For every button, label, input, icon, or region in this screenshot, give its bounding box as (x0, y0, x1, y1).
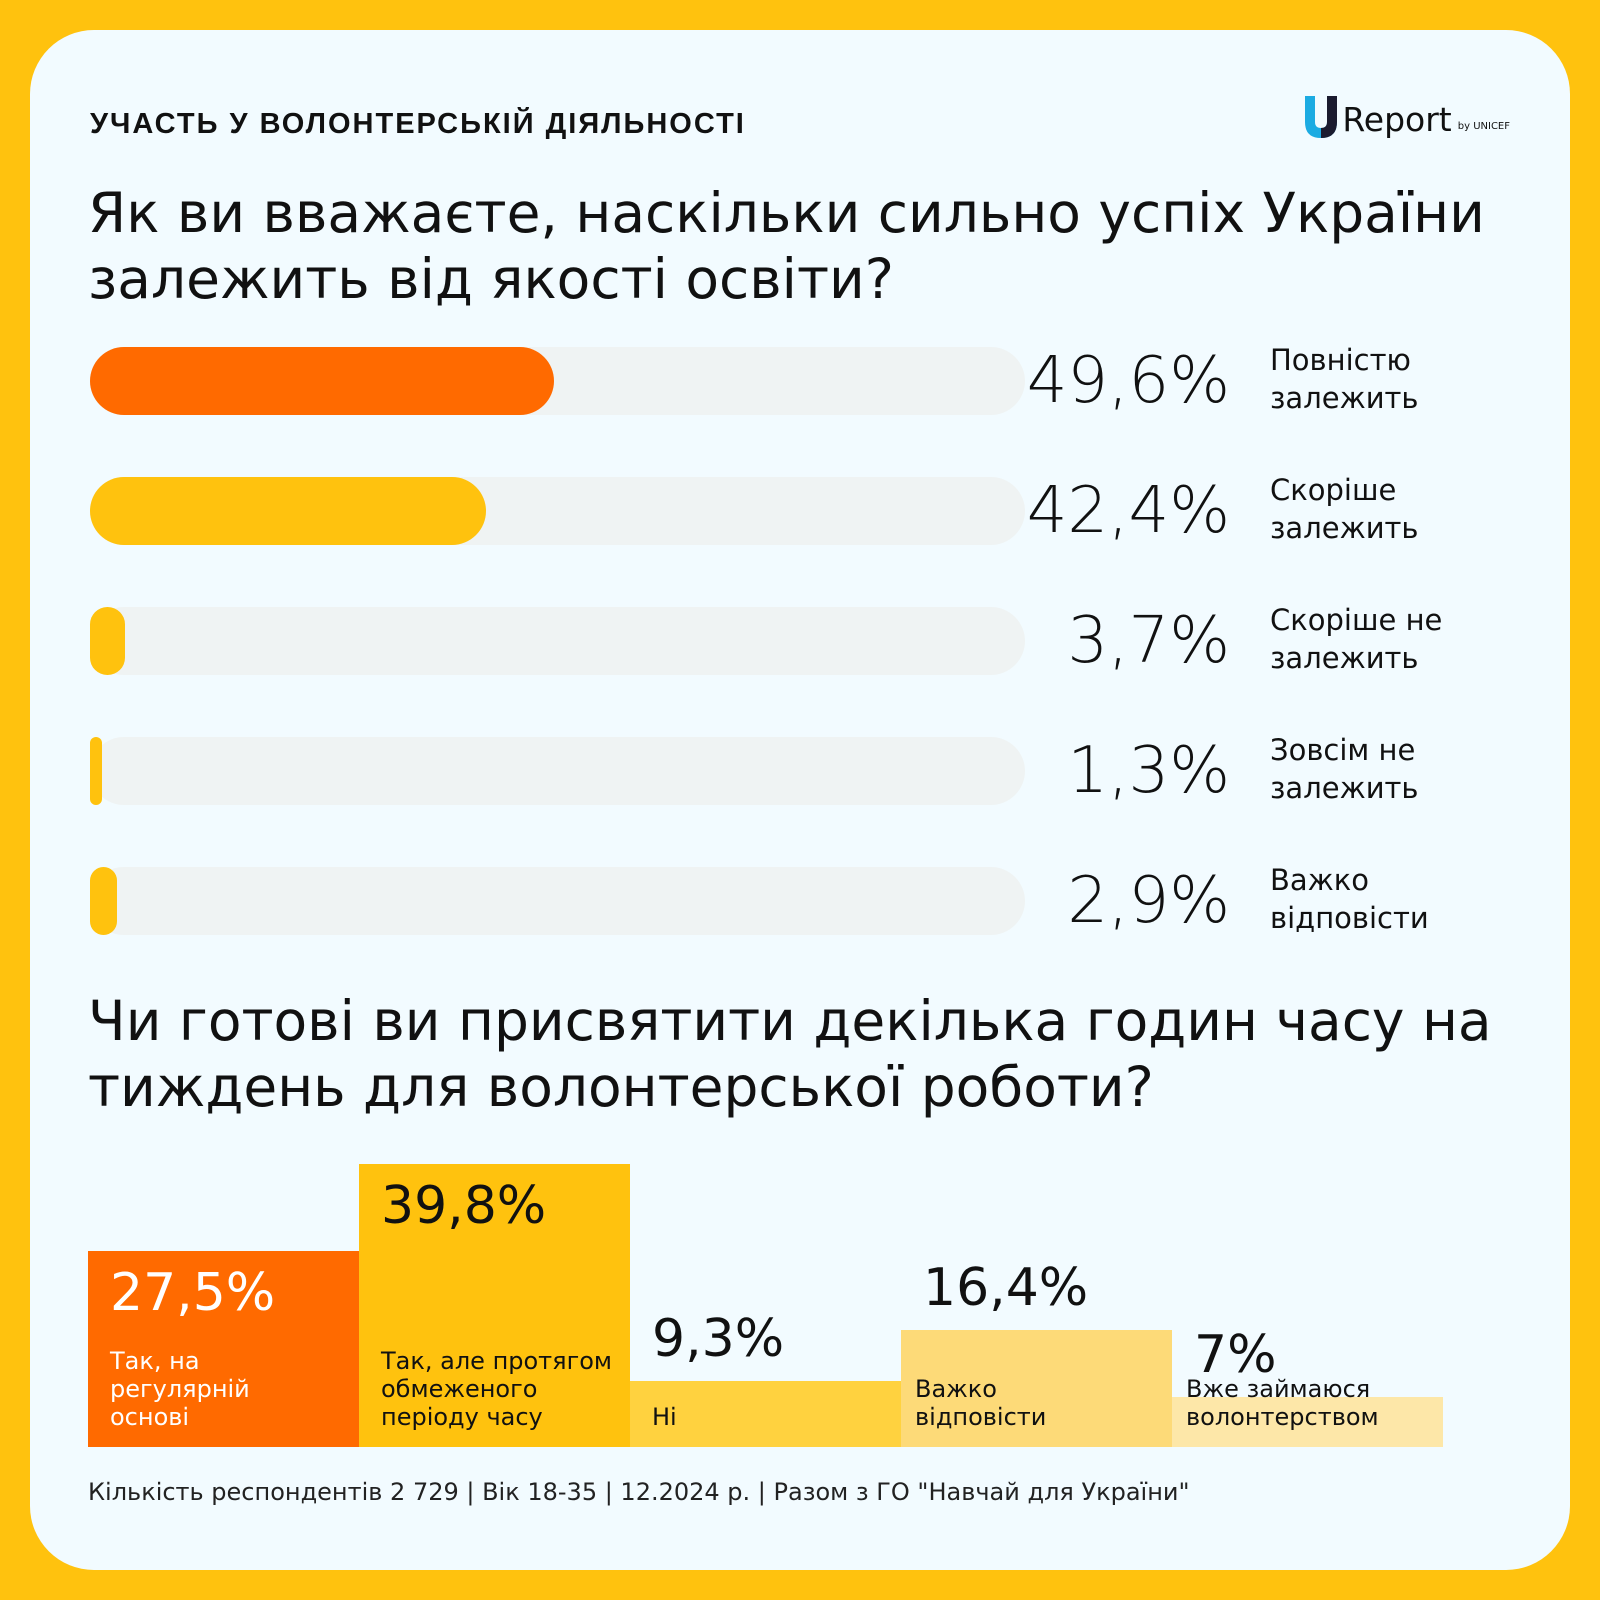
category-label-line: залежить (1270, 511, 1419, 545)
column-label-line: регулярній (110, 1375, 250, 1403)
value-label: 3,7% (1067, 604, 1230, 678)
category-label-line: Повністю (1270, 343, 1411, 377)
category-label: Скоріше не залежить (1270, 601, 1490, 677)
section-title: УЧАСТЬ У ВОЛОНТЕРСЬКІЙ ДІЯЛЬНОСТІ (90, 108, 746, 140)
category-label-line: залежить (1270, 641, 1419, 675)
category-label-line: Зовсім не (1270, 733, 1416, 767)
column-value-label: 39,8% (381, 1176, 547, 1236)
bar (90, 477, 487, 545)
bar-track (90, 737, 1025, 805)
logo-text: Report (1342, 100, 1452, 139)
category-label-line: залежить (1270, 381, 1419, 415)
ureport-logo: Report by UNICEF (1302, 90, 1510, 138)
category-label-line: Скоріше (1270, 473, 1397, 507)
value-label: 49,6% (1026, 344, 1230, 418)
column-label-line: Так, на (110, 1347, 200, 1375)
question-1-title: Як ви вважаєте, наскільки сильно успіх У… (88, 181, 1485, 311)
bar (90, 737, 103, 805)
category-label-line: відповісти (1270, 901, 1429, 935)
category-label: Важко відповісти (1270, 861, 1490, 937)
column-label-line: Вже займаюся (1186, 1375, 1371, 1403)
value-label: 2,9% (1067, 864, 1230, 938)
chart-1-horizontal-bars: 49,6% Повністю залежить 42,4% Скоріше залежит… (30, 30, 1570, 1570)
column (1172, 1397, 1443, 1447)
column-label-line: обмеженого (381, 1375, 538, 1403)
column (359, 1164, 630, 1447)
category-label: Повністю залежить (1270, 341, 1490, 417)
column-label: Вже займаюся волонтерством (1186, 1375, 1436, 1431)
bar-track (90, 867, 1025, 935)
card: УЧАСТЬ У ВОЛОНТЕРСЬКІЙ ДІЯЛЬНОСТІ Report… (30, 30, 1570, 1570)
question-2-title: Чи готові ви присвятити декілька годин ч… (88, 989, 1492, 1119)
column-label-line: волонтерством (1186, 1403, 1379, 1431)
column (88, 1251, 359, 1447)
column-label: Важко відповісти (915, 1375, 1165, 1431)
bar (90, 607, 125, 675)
bar-track (90, 607, 1025, 675)
category-label-line: Скоріше не (1270, 603, 1443, 637)
column-value-label: 7% (1194, 1325, 1277, 1386)
column-label-line: періоду часу (381, 1403, 543, 1431)
column (630, 1380, 901, 1447)
category-label: Скоріше залежить (1270, 471, 1490, 547)
footer-note: Кількість респондентів 2 729 | Вік 18-35… (88, 1478, 1190, 1506)
bar-track (90, 347, 1025, 415)
category-label: Зовсім не залежить (1270, 731, 1490, 807)
column-label-line: основі (110, 1403, 190, 1431)
column-label-line: Важко (915, 1375, 997, 1403)
value-label: 1,3% (1067, 734, 1230, 808)
column-label: Так, на регулярній основі (110, 1347, 360, 1431)
logo-by-text: by UNICEF (1457, 121, 1510, 132)
category-label-line: залежить (1270, 771, 1419, 805)
bar-track (90, 477, 1025, 545)
column-label-line: відповісти (915, 1403, 1047, 1431)
column-label: Так, але протягом обмеженого періоду часу (381, 1347, 631, 1431)
column-label: Ні (652, 1403, 902, 1431)
bar (90, 347, 554, 415)
column-value-label: 16,4% (923, 1258, 1089, 1319)
column-label-line: Так, але протягом (381, 1347, 612, 1375)
column-value-label: 9,3% (652, 1308, 785, 1369)
chart-2-columns: Так, на регулярній основі 27,5% Так, але про… (88, 1130, 1468, 1447)
column-value-label: 27,5% (110, 1263, 276, 1324)
category-label-line: Важко (1270, 863, 1370, 897)
u-logo-icon (1305, 96, 1338, 138)
column-label-line: Ні (652, 1403, 677, 1431)
value-label: 42,4% (1026, 474, 1230, 548)
column (901, 1330, 1172, 1447)
bar (90, 867, 118, 935)
